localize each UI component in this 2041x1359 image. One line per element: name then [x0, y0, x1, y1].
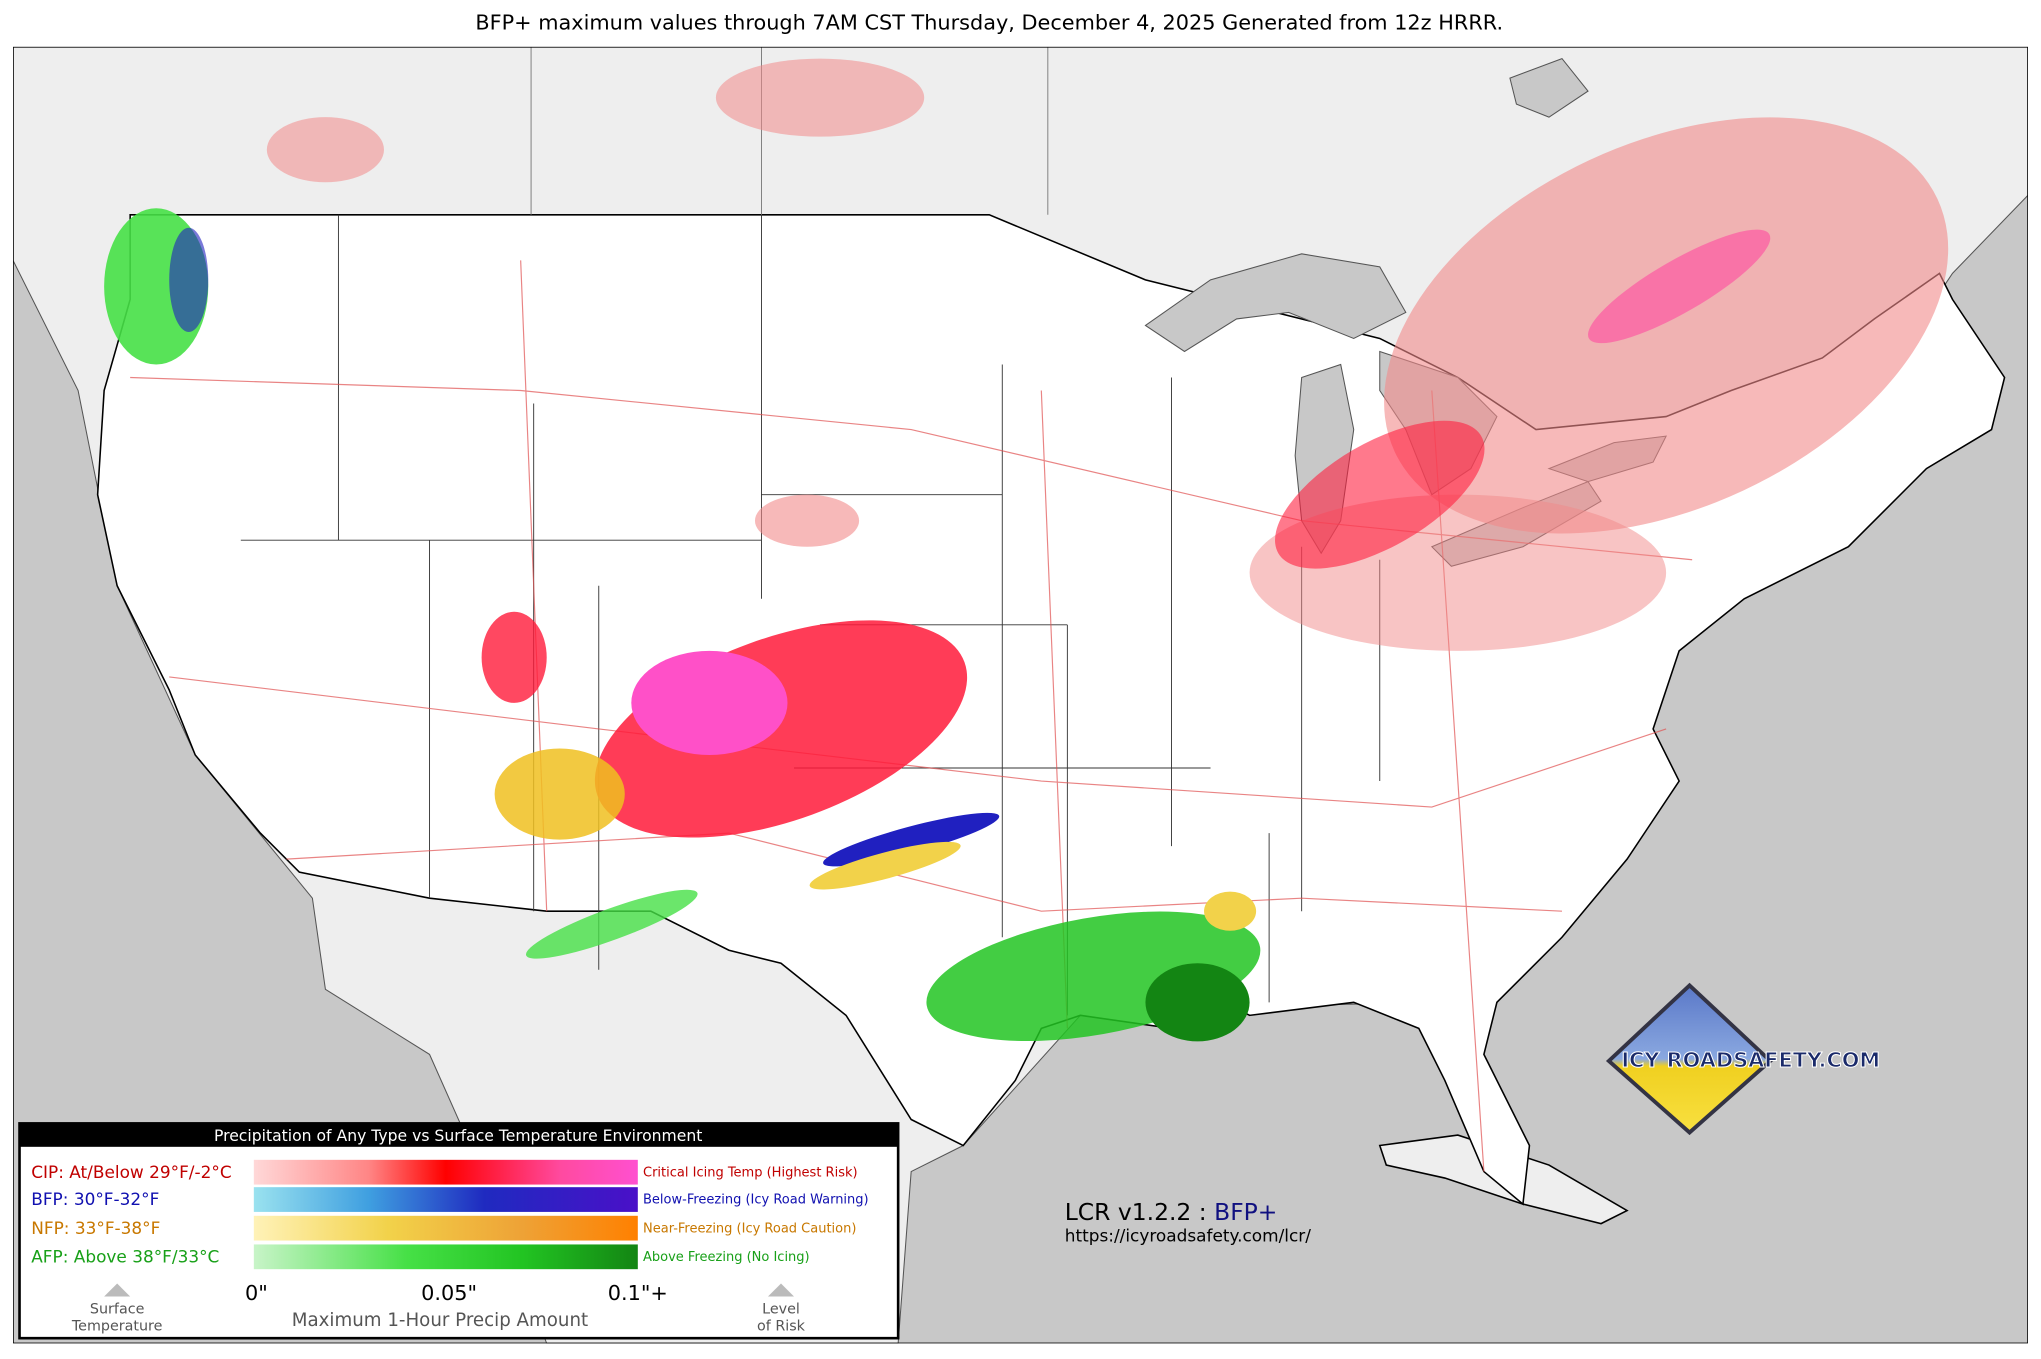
- version: LCR v1.2.2 : BFP+ https://icyroadsafety.…: [1065, 1198, 1311, 1246]
- precip-az-green: [525, 889, 698, 959]
- legend-row-label: NFP: 33°F-38°F: [31, 1218, 160, 1238]
- precip-northeast: [1384, 117, 1949, 534]
- precip-southwest-pink: [631, 650, 788, 755]
- legend-gradient: [253, 1187, 638, 1212]
- arrow-icon: [104, 1283, 131, 1297]
- legend-gradient: [253, 1159, 638, 1185]
- precip-plains: [754, 494, 860, 547]
- legend-title: Precipitation of Any Type vs Surface Tem…: [214, 1127, 702, 1145]
- precip-nm-orange: [494, 748, 625, 840]
- side-label: Surface: [90, 1302, 145, 1318]
- precip-lakes: [1275, 420, 1485, 569]
- scale-label: 0.05": [421, 1281, 477, 1305]
- legend-row-description: Near-Freezing (Icy Road Caution): [643, 1221, 856, 1236]
- lake-north: [1509, 57, 1589, 118]
- legend-row-description: Below-Freezing (Icy Road Warning): [643, 1193, 869, 1208]
- precip-utah: [481, 611, 547, 703]
- legend-row-description: Above Freezing (No Icing): [643, 1250, 810, 1265]
- arrow-icon: [767, 1283, 795, 1297]
- roads: [130, 260, 1693, 1172]
- product-text: BFP+: [1214, 1198, 1277, 1226]
- precip-bc: [266, 117, 384, 183]
- legend: Precipitation of Any Type vs Surface Tem…: [18, 1122, 900, 1340]
- side-label: of Risk: [757, 1318, 806, 1334]
- version-text: LCR v1.2.2 :: [1065, 1198, 1207, 1226]
- legend-gradient: [253, 1244, 638, 1270]
- legend-header: [19, 1123, 899, 1147]
- legend-row-description: Critical Icing Temp (Highest Risk): [643, 1165, 858, 1180]
- legend-gradient: [253, 1215, 638, 1241]
- precip-blue-band: [823, 812, 1000, 867]
- legend-row-label: AFP: Above 38°F/33°C: [31, 1246, 219, 1266]
- logo-diamond: [1605, 982, 1774, 1136]
- legend-axis-label: Maximum 1-Hour Precip Amount: [292, 1310, 588, 1331]
- legend-row-label: CIP: At/Below 29°F/-2°C: [31, 1162, 231, 1182]
- side-label: Level: [762, 1302, 800, 1318]
- precip-quebec: [1588, 229, 1771, 344]
- precip-louisiana: [1145, 963, 1250, 1042]
- side-label: Temperature: [71, 1318, 163, 1334]
- precip: [104, 58, 1949, 1042]
- version-label: LCR v1.2.2 : BFP+: [1065, 1198, 1278, 1226]
- url: https://icyroadsafety.com/lcr/: [1065, 1226, 1311, 1246]
- legend-row-label: BFP: 30°F-32°F: [31, 1189, 159, 1209]
- precip-yellow-band: [809, 841, 961, 890]
- scale-label: 0.1"+: [608, 1281, 668, 1305]
- scale-label: 0": [245, 1281, 268, 1305]
- precip-ms-yellow: [1204, 891, 1257, 931]
- logo-text: ICY ROADSAFETY.COM: [1621, 1048, 1880, 1072]
- precip-pnw-blue: [169, 227, 209, 332]
- lake-superior: [1144, 253, 1407, 353]
- logo: ICY ROADSAFETY.COM: [1605, 982, 1881, 1136]
- precip-canada: [715, 58, 925, 137]
- title: BFP+ maximum values through 7AM CST Thur…: [475, 10, 1503, 34]
